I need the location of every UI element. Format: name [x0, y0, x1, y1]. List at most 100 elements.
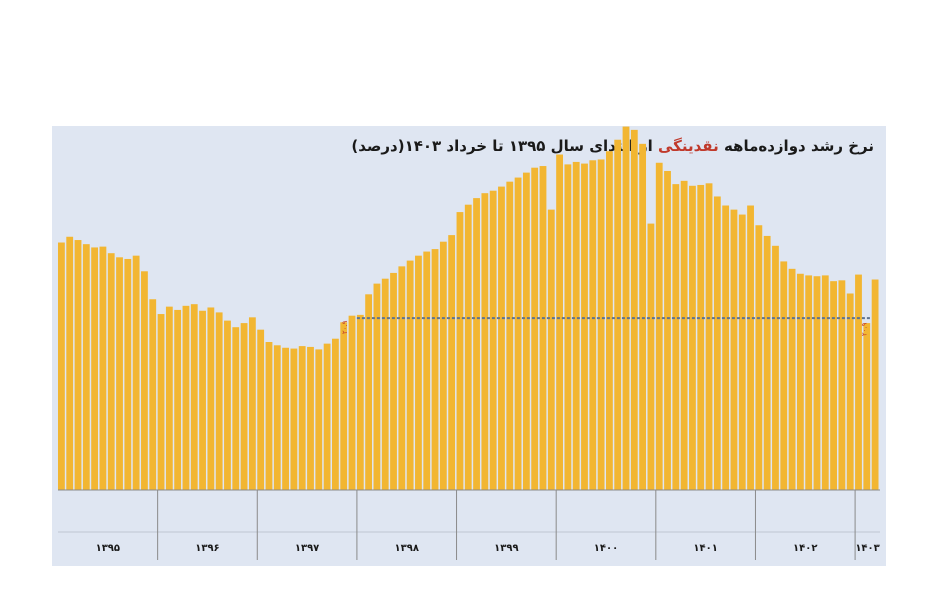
bar-۱۴۰۲-3 — [772, 245, 779, 490]
bar-۱۳۹۷-10 — [332, 338, 339, 490]
bar-۱۳۹۹-8 — [514, 177, 522, 490]
year-label: ۱۴۰۱ — [693, 543, 717, 554]
bar-۱۳۹۹-6 — [498, 186, 505, 490]
bar-۱۳۹۹-11 — [539, 166, 547, 491]
bar-۱۳۹۵-4 — [82, 244, 90, 490]
bar-۱۳۹۶-10 — [232, 327, 240, 490]
bar-۱۴۰۳-3 — [871, 279, 879, 490]
bar-۱۳۹۵-7 — [107, 253, 115, 490]
bar-۱۳۹۹-1 — [456, 212, 464, 490]
bar-۱۴۰۱-10 — [730, 209, 738, 490]
bar-۱۴۰۱-4 — [680, 180, 688, 490]
bar-۱۳۹۸-9 — [423, 251, 431, 490]
bar-۱۳۹۷-1 — [257, 329, 265, 490]
bar-۱۳۹۵-8 — [116, 257, 123, 490]
reference-line-label-end: ۲۰.۹ — [860, 322, 868, 336]
bar-۱۴۰۱-11 — [738, 214, 746, 490]
bar-۱۳۹۶-7 — [207, 307, 215, 490]
bar-۱۳۹۸-11 — [439, 241, 447, 490]
reference-line-label-start: ۲۰.۹ — [341, 320, 349, 334]
bar-۱۴۰۰-1 — [556, 154, 563, 490]
bar-۱۴۰۰-7 — [606, 151, 613, 491]
bar-۱۳۹۷-12 — [348, 315, 356, 490]
bar-۱۳۹۷-6 — [298, 346, 306, 490]
bar-۱۳۹۸-4 — [381, 278, 389, 490]
bar-۱۳۹۹-12 — [547, 209, 555, 490]
bar-۱۳۹۸-7 — [406, 260, 414, 490]
bar-۱۴۰۲-10 — [830, 281, 837, 490]
bar-۱۳۹۹-10 — [531, 167, 539, 490]
bar-۱۳۹۸-6 — [398, 266, 406, 490]
year-label: ۱۳۹۶ — [195, 543, 219, 554]
bar-۱۳۹۵-6 — [99, 246, 107, 490]
bar-۱۳۹۶-4 — [182, 305, 190, 490]
year-label: ۱۴۰۳ — [855, 543, 879, 554]
bar-۱۴۰۰-12 — [647, 223, 655, 490]
bar-۱۳۹۹-4 — [481, 193, 489, 490]
bar-۱۳۹۵-1 — [58, 242, 65, 490]
bar-۱۳۹۵-3 — [74, 240, 82, 490]
bar-۱۳۹۷-4 — [282, 347, 289, 490]
year-label: ۱۳۹۸ — [395, 543, 419, 554]
bar-۱۳۹۶-5 — [190, 304, 198, 490]
bar-۱۳۹۷-5 — [290, 348, 298, 490]
bar-۱۴۰۱-8 — [713, 196, 721, 490]
bar-۱۳۹۸-2 — [365, 294, 373, 490]
bar-۱۴۰۲-12 — [846, 293, 854, 490]
bar-۱۴۰۳-1 — [855, 274, 862, 490]
bar-۱۳۹۶-1 — [157, 314, 165, 490]
bar-۱۳۹۵-5 — [91, 247, 99, 490]
bar-۱۳۹۹-5 — [489, 190, 497, 490]
bar-۱۳۹۶-2 — [165, 306, 173, 490]
bar-۱۴۰۱-12 — [747, 205, 754, 490]
bar-۱۳۹۷-9 — [323, 343, 331, 490]
bar-۱۳۹۸-10 — [431, 249, 439, 490]
year-label: ۱۴۰۲ — [793, 543, 817, 554]
bar-۱۴۰۳-2 — [863, 323, 871, 490]
year-label: ۱۴۰۰ — [594, 543, 618, 554]
bar-۱۳۹۸-3 — [373, 283, 381, 490]
bar-۱۳۹۵-11 — [141, 271, 148, 490]
bar-۱۳۹۹-7 — [506, 181, 514, 491]
bar-۱۴۰۲-5 — [788, 268, 796, 490]
bar-۱۳۹۷-8 — [315, 349, 323, 490]
bar-۱۳۹۶-8 — [215, 312, 223, 490]
bar-۱۳۹۶-11 — [240, 323, 248, 490]
bar-۱۴۰۲-1 — [755, 225, 763, 491]
bar-۱۳۹۵-12 — [149, 299, 157, 490]
bar-۱۴۰۰-10 — [630, 129, 638, 490]
bar-۱۳۹۷-11 — [340, 322, 348, 490]
bar-۱۳۹۶-12 — [248, 317, 256, 490]
title-highlight: نقدینگی — [657, 137, 719, 155]
bar-۱۴۰۰-3 — [572, 161, 580, 490]
bar-۱۳۹۵-10 — [132, 255, 140, 490]
bar-۱۳۹۶-9 — [224, 320, 231, 490]
bar-۱۳۹۸-8 — [415, 255, 422, 490]
bar-۱۴۰۱-1 — [655, 162, 663, 490]
bar-۱۴۰۲-6 — [796, 273, 804, 490]
bar-۱۳۹۶-3 — [174, 309, 182, 490]
bar-۱۳۹۵-2 — [66, 236, 74, 490]
bar-۱۴۰۲-11 — [838, 280, 846, 490]
bar-۱۴۰۱-2 — [664, 170, 671, 491]
year-label: ۱۳۹۹ — [494, 543, 518, 554]
bar-۱۳۹۶-6 — [199, 310, 206, 490]
bar-۱۴۰۱-6 — [697, 184, 705, 490]
bar-۱۴۰۱-5 — [689, 185, 696, 490]
bar-۱۴۰۰-9 — [622, 126, 630, 490]
bar-۱۴۰۲-7 — [805, 275, 813, 490]
bar-۱۳۹۹-3 — [473, 198, 480, 491]
bar-۱۴۰۲-4 — [780, 261, 788, 490]
bar-۱۴۰۱-3 — [672, 184, 680, 490]
year-label: ۱۳۹۵ — [96, 543, 120, 554]
bar-۱۳۹۵-9 — [124, 258, 132, 490]
bar-۱۳۹۷-2 — [265, 342, 273, 490]
bar-۱۴۰۰-8 — [614, 139, 622, 491]
bar-۱۴۰۱-7 — [705, 183, 713, 490]
bar-۱۳۹۷-3 — [273, 345, 281, 490]
year-label: ۱۳۹۷ — [295, 543, 319, 554]
bar-۱۳۹۷-7 — [307, 346, 314, 490]
bar-۱۳۹۸-5 — [390, 272, 397, 490]
bar-۱۴۰۰-4 — [581, 163, 588, 490]
